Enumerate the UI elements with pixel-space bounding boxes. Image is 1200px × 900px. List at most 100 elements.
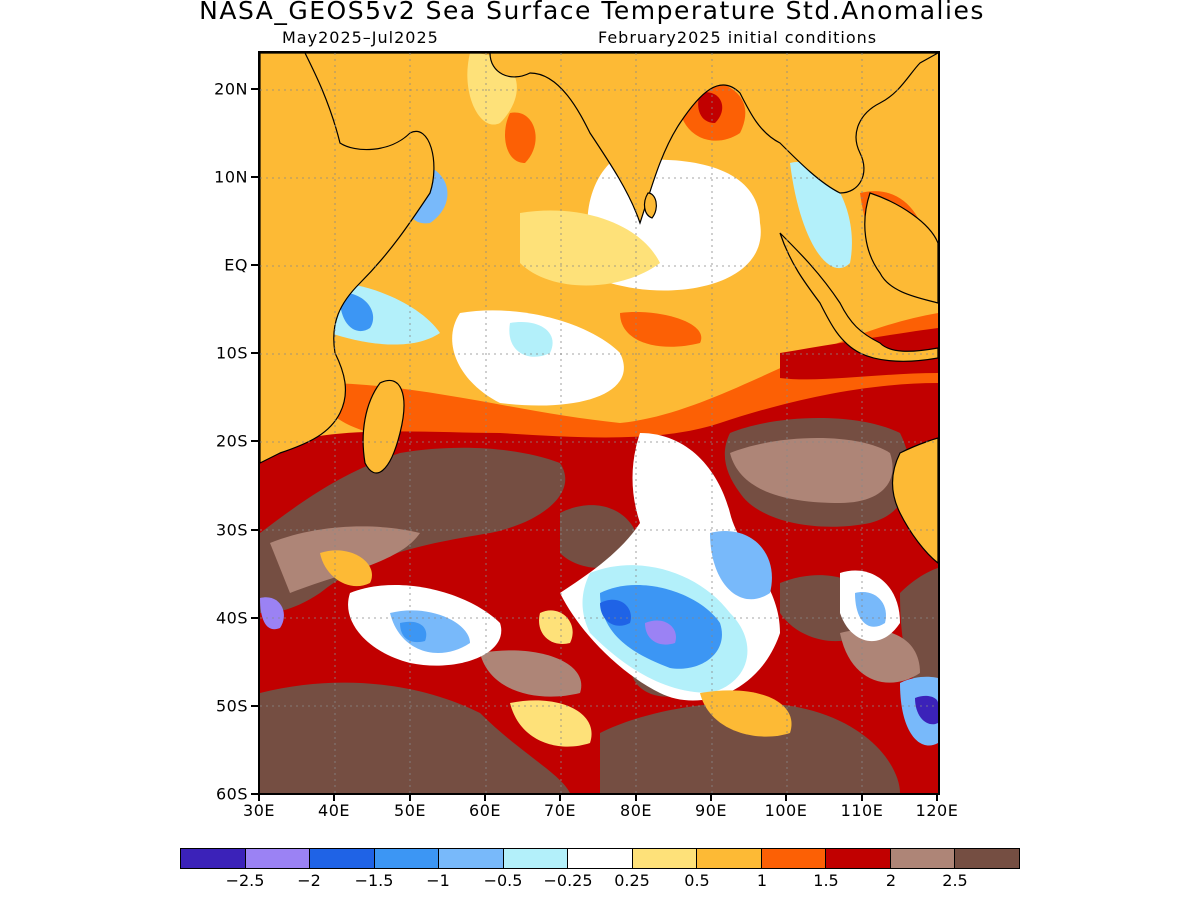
anomaly-region [730, 438, 893, 503]
colorbar-swatch [245, 849, 311, 868]
lon-tick [258, 795, 260, 801]
lat-label: 60S [215, 784, 248, 804]
colorbar-swatch [826, 849, 891, 868]
lon-tick [861, 795, 863, 801]
anomaly-region [260, 682, 570, 793]
colorbar-swatch [374, 849, 440, 868]
colorbar-label: −1 [426, 871, 450, 890]
colorbar-swatch [439, 849, 504, 868]
anomaly-region [339, 292, 374, 332]
colorbar-label: 2 [885, 871, 897, 890]
anomaly-region [620, 312, 702, 347]
lon-label: 70E [544, 801, 576, 820]
lat-tick [251, 88, 259, 90]
colorbar-label: 1 [756, 871, 768, 890]
lon-label: 30E [243, 801, 275, 820]
anomaly-region [480, 650, 582, 697]
africa-landmass [260, 53, 435, 464]
sri-lanka-landmass [643, 192, 657, 219]
madagascar-landmass [362, 379, 405, 474]
lon-tick [635, 795, 637, 801]
lon-label: 100E [764, 801, 808, 820]
asia-landmass [305, 53, 938, 225]
map-gridlines [260, 53, 938, 793]
australia-landmass [891, 437, 938, 564]
lat-label: 30S [215, 520, 248, 540]
lat-tick [251, 529, 259, 531]
lat-label: 20N [214, 79, 248, 99]
lat-label: 10N [214, 167, 248, 187]
lat-tick [251, 352, 259, 354]
lon-tick [785, 795, 787, 801]
lon-label: 50E [394, 801, 426, 820]
colorbar-swatch [310, 849, 375, 868]
colorbar [180, 848, 1020, 869]
anomaly-region [509, 322, 553, 357]
anomaly-region [320, 550, 372, 587]
anomaly-region [510, 700, 592, 747]
forecast-period: May2025–Jul2025 [282, 28, 439, 47]
colorbar-label: 0.5 [684, 871, 710, 890]
lon-label: 90E [695, 801, 727, 820]
indonesia-landmass [779, 232, 938, 362]
lat-tick [251, 264, 259, 266]
anomaly-region [400, 621, 427, 643]
lon-label: 110E [840, 801, 884, 820]
lat-tick [251, 176, 259, 178]
sst-anomaly-map [258, 51, 940, 795]
colorbar-label: −1.5 [354, 871, 394, 890]
lat-label: 40S [215, 608, 248, 628]
anomaly-region [600, 599, 631, 626]
lon-tick [484, 795, 486, 801]
colorbar-label: 0.25 [614, 871, 650, 890]
lat-tick [251, 793, 259, 795]
anomaly-region [539, 610, 573, 644]
lat-label: 20S [215, 431, 248, 451]
map-canvas [260, 53, 938, 793]
anomaly-region [780, 328, 938, 380]
anomaly-region [505, 112, 536, 163]
anomaly-region [915, 695, 938, 725]
colorbar-swatch [761, 849, 827, 868]
anomaly-region [520, 210, 660, 286]
lon-tick [559, 795, 561, 801]
colorbar-swatch [503, 849, 569, 868]
lon-tick [409, 795, 411, 801]
anomaly-region [600, 702, 900, 793]
colorbar-swatch [181, 849, 246, 868]
borneo-landmass [864, 192, 938, 304]
anomaly-region [700, 690, 792, 737]
colorbar-label: −2 [297, 871, 321, 890]
lon-label: 60E [469, 801, 501, 820]
lat-label: 50S [215, 696, 248, 716]
anomaly-region [452, 310, 624, 406]
lat-tick [251, 617, 259, 619]
colorbar-swatch [697, 849, 762, 868]
colorbar-label: −0.25 [543, 871, 593, 890]
lon-label: 80E [620, 801, 652, 820]
colorbar-swatch [890, 849, 956, 868]
lon-tick [710, 795, 712, 801]
colorbar-label: −0.5 [483, 871, 523, 890]
chart-title: NASA_GEOS5v2 Sea Surface Temperature Std… [199, 0, 985, 25]
initial-conditions: February2025 initial conditions [598, 28, 878, 47]
colorbar-swatch [568, 849, 633, 868]
anomaly-region [260, 597, 284, 630]
anomaly-region [840, 629, 920, 683]
colorbar-label: 1.5 [813, 871, 839, 890]
lon-tick [333, 795, 335, 801]
colorbar-swatch [955, 849, 1019, 868]
anomaly-region [698, 92, 723, 123]
colorbar-label: 2.5 [942, 871, 968, 890]
lon-label: 40E [318, 801, 350, 820]
lat-tick [251, 705, 259, 707]
lat-label: EQ [224, 255, 248, 275]
colorbar-label: −2.5 [225, 871, 265, 890]
lon-label: 120E [915, 801, 959, 820]
lat-tick [251, 440, 259, 442]
anomaly-region [710, 531, 772, 600]
lon-tick [936, 795, 938, 801]
colorbar-swatch [632, 849, 698, 868]
lat-label: 10S [215, 343, 248, 363]
anomaly-region [645, 620, 676, 645]
